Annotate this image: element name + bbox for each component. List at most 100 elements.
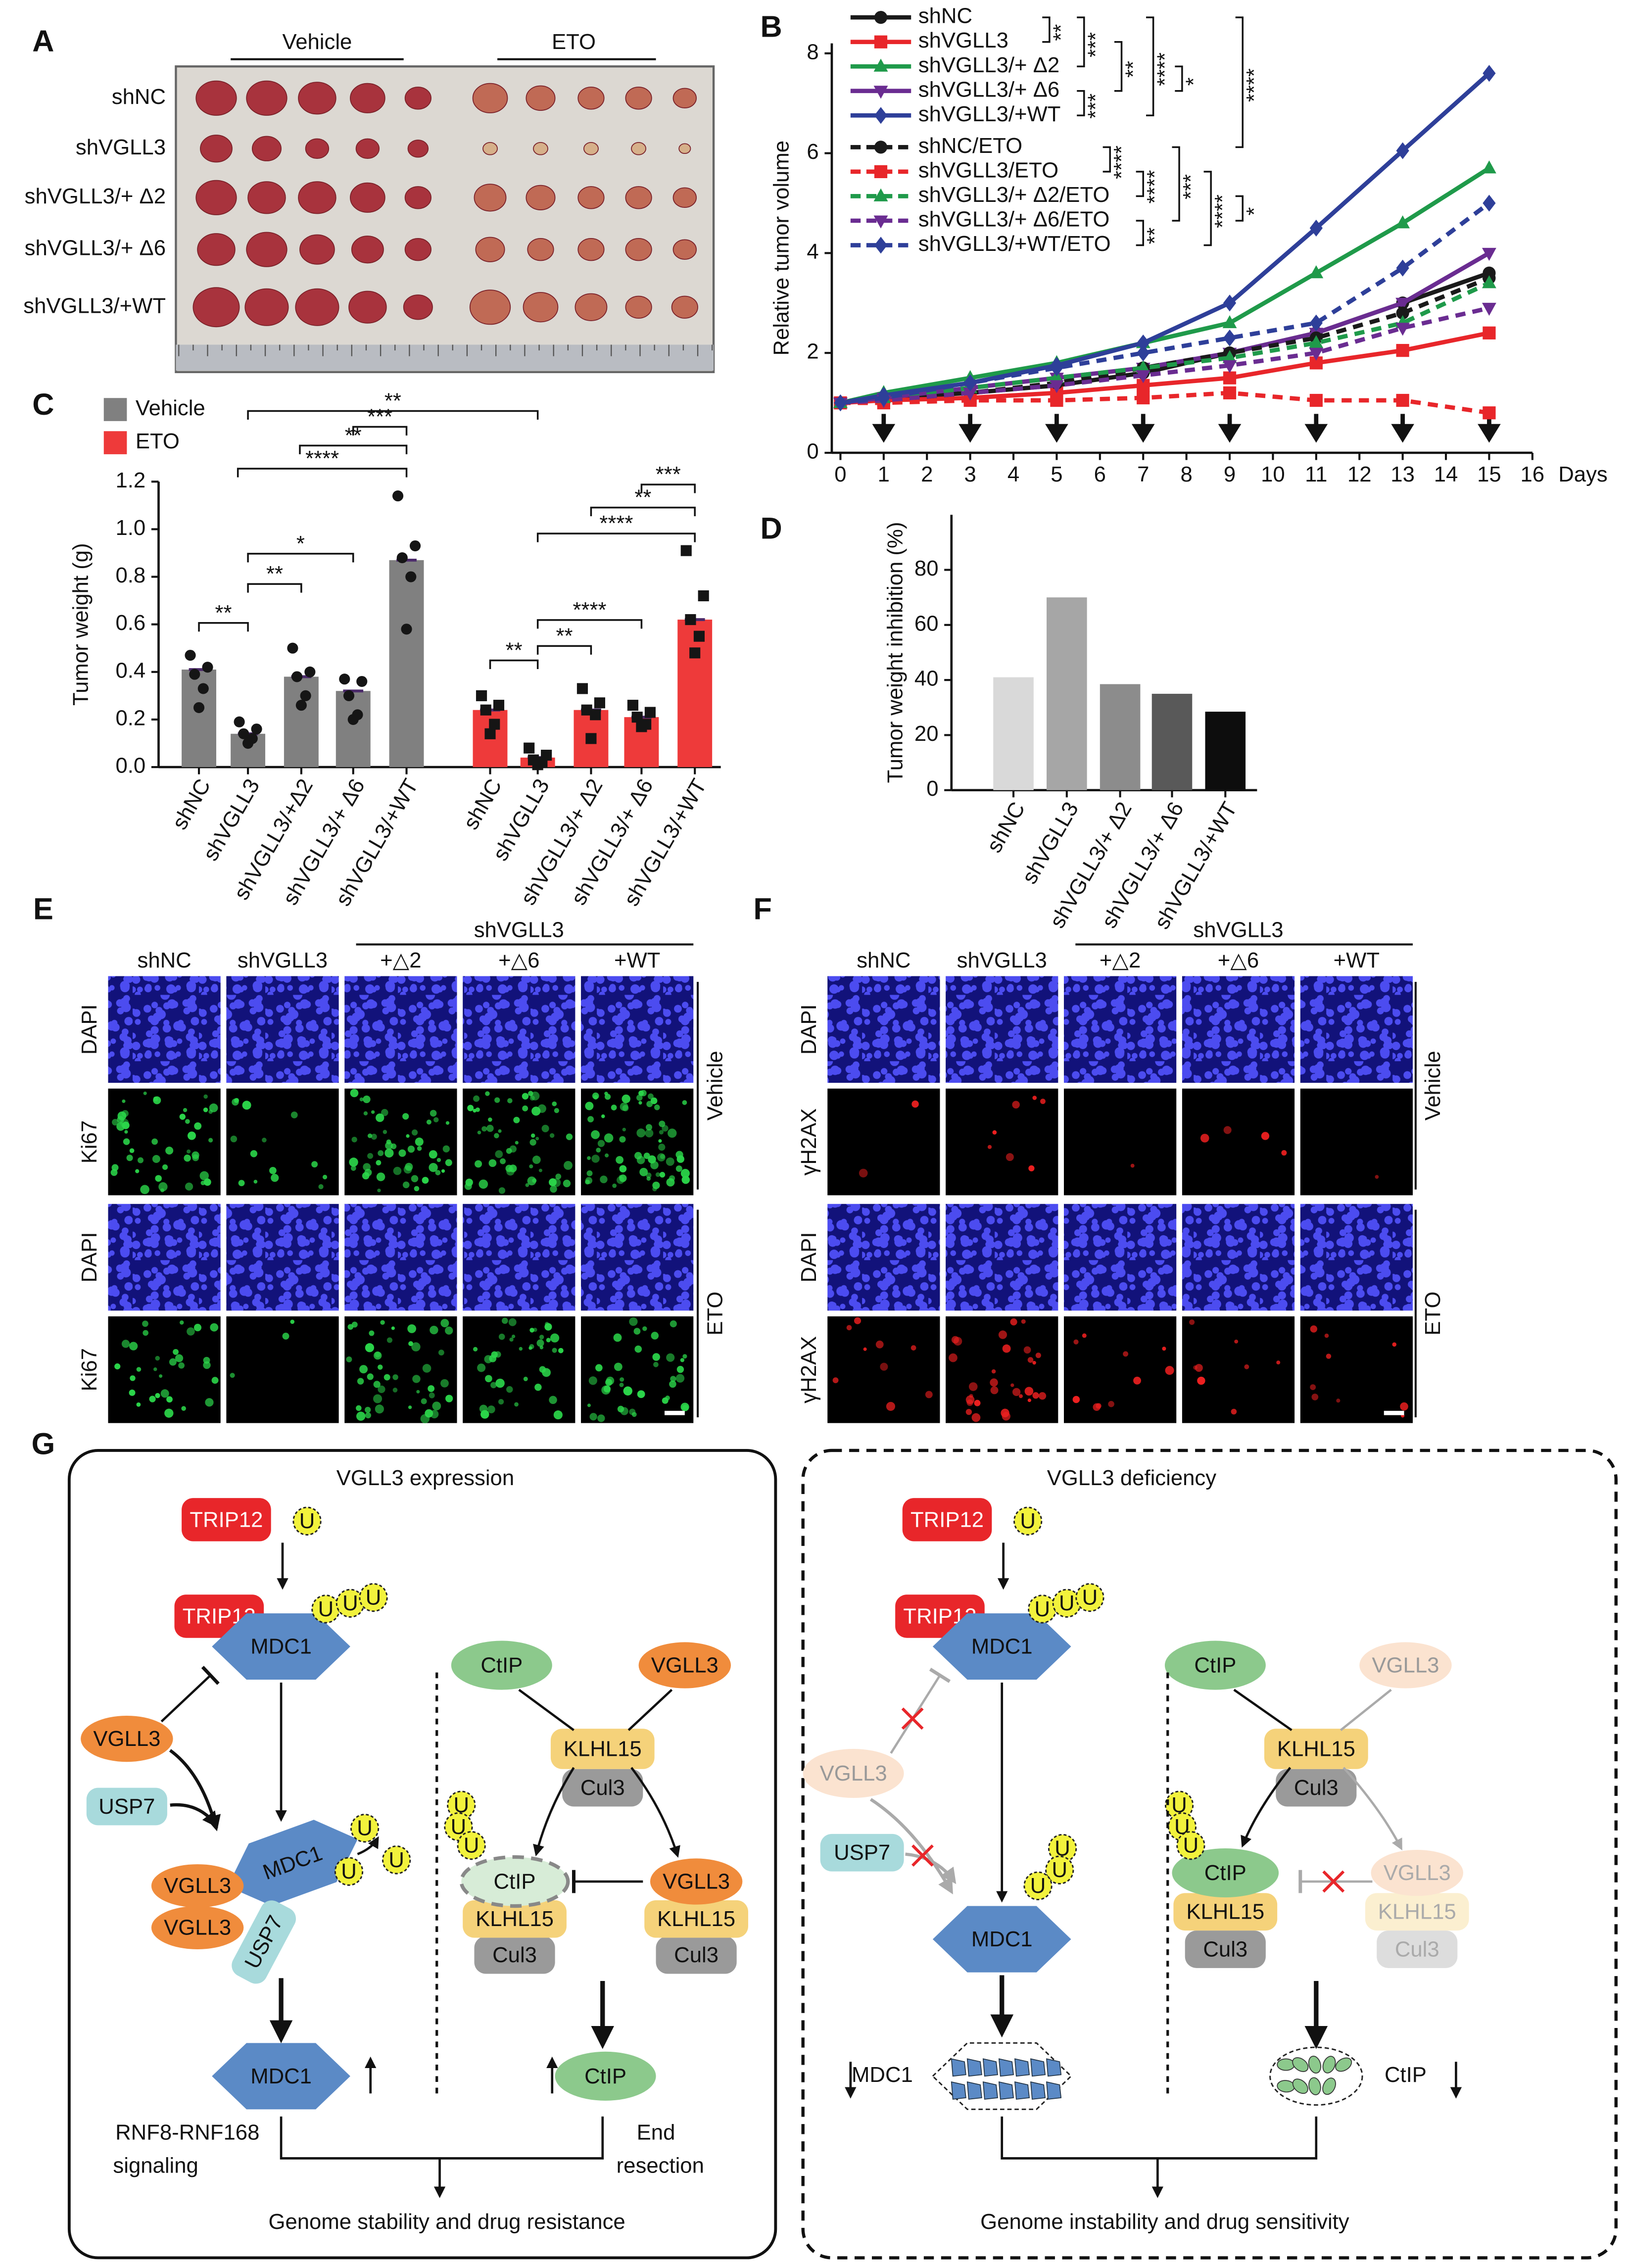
stain-dot bbox=[435, 1170, 441, 1175]
stain-dot bbox=[1311, 1394, 1319, 1400]
stain-dot bbox=[622, 1127, 626, 1132]
mdc1-fragment bbox=[1030, 2081, 1046, 2100]
stain-dot bbox=[498, 1333, 505, 1340]
column-label: +WT bbox=[1334, 948, 1380, 972]
stain-dot bbox=[636, 1094, 643, 1101]
significance-bracket bbox=[1114, 41, 1123, 92]
panel-letter: G bbox=[32, 1427, 55, 1460]
marker bbox=[1050, 380, 1064, 393]
stain-dot bbox=[1123, 1351, 1129, 1357]
stain-dot bbox=[262, 1137, 267, 1143]
stain-dot bbox=[408, 1405, 412, 1409]
stain-dot bbox=[555, 1173, 562, 1180]
diagram-text: Genome instability and drug sensitivity bbox=[980, 2210, 1349, 2234]
ctip-fragment bbox=[1322, 2077, 1336, 2095]
stain-dot bbox=[525, 1183, 529, 1187]
marker bbox=[347, 714, 359, 725]
stain-dot bbox=[511, 1334, 516, 1339]
stain-dot bbox=[587, 1156, 591, 1160]
marker bbox=[585, 733, 597, 744]
stain-dot bbox=[1244, 1364, 1249, 1369]
dapi-image bbox=[226, 976, 339, 1083]
stain-dot bbox=[859, 1168, 868, 1178]
column-label: shVGLL3 bbox=[238, 948, 328, 972]
tumor bbox=[295, 288, 339, 326]
stain-dot bbox=[558, 1348, 564, 1353]
legend-label: shVGLL3/+ Δ6/ETO bbox=[918, 207, 1110, 231]
tumor bbox=[575, 293, 608, 321]
stain-dot bbox=[445, 1395, 453, 1402]
ubiquitin-label: U bbox=[1059, 1591, 1075, 1615]
legend-swatch bbox=[103, 431, 127, 454]
stain-dot bbox=[998, 1330, 1007, 1339]
stain-dot bbox=[481, 1126, 487, 1132]
node-shape bbox=[232, 1900, 296, 1984]
stain-dot bbox=[530, 1133, 535, 1138]
node-shape bbox=[638, 1642, 731, 1689]
stain-dot bbox=[597, 1140, 605, 1147]
ctip-fragment bbox=[1292, 2057, 1309, 2072]
x-axis-label: Days bbox=[1558, 462, 1608, 486]
arrow bbox=[630, 1767, 680, 1858]
mdc1-fragment bbox=[1014, 2058, 1030, 2077]
tumor bbox=[577, 87, 605, 110]
stain-dot bbox=[1375, 1175, 1379, 1179]
mdc1-fragment bbox=[982, 2058, 998, 2077]
node: CtIP bbox=[451, 1641, 552, 1690]
stain-dot bbox=[137, 1157, 144, 1163]
stain-dot bbox=[242, 1101, 251, 1110]
row-label: DAPI bbox=[77, 1232, 101, 1283]
dapi-image bbox=[1182, 976, 1295, 1083]
stain-dot bbox=[619, 1165, 627, 1173]
arrow bbox=[1340, 1689, 1392, 1731]
legend-marker bbox=[873, 215, 888, 229]
stain-dot bbox=[365, 1343, 375, 1352]
marker bbox=[576, 683, 588, 694]
row-label: shVGLL3/+WT bbox=[23, 293, 166, 318]
marker bbox=[963, 387, 978, 401]
stain-dot bbox=[464, 1182, 472, 1190]
marker bbox=[238, 728, 249, 739]
stain-dot bbox=[369, 1330, 375, 1336]
marker bbox=[1483, 326, 1496, 339]
stain-dot bbox=[990, 1386, 999, 1395]
significance-label: **** bbox=[1242, 68, 1266, 102]
column-label: shVGLL3 bbox=[957, 948, 1047, 972]
node-label: MDC1 bbox=[971, 1927, 1033, 1951]
stain-image bbox=[581, 1088, 694, 1196]
stain-dot bbox=[402, 1181, 410, 1189]
stain-dot bbox=[591, 1155, 600, 1163]
node-label: VGLL3 bbox=[1372, 1653, 1439, 1678]
significance-bracket bbox=[247, 553, 354, 563]
condition-label: Vehicle bbox=[1421, 1051, 1445, 1120]
stain-dot bbox=[184, 1155, 191, 1162]
y-tick-label: 0.0 bbox=[116, 754, 146, 778]
arrow bbox=[627, 1689, 673, 1731]
x-tick-label: 14 bbox=[1434, 462, 1458, 486]
marker bbox=[1309, 335, 1324, 348]
marker bbox=[295, 700, 307, 711]
stain-dot bbox=[425, 1409, 433, 1418]
stain-dot bbox=[1021, 1319, 1026, 1324]
stain-dot bbox=[164, 1408, 174, 1418]
stain-image bbox=[1182, 1088, 1295, 1196]
x-tick-label: 9 bbox=[1224, 462, 1236, 486]
stain-dot bbox=[498, 1129, 502, 1133]
stain-dot bbox=[359, 1097, 364, 1102]
stain-dot bbox=[429, 1163, 438, 1172]
y-tick-label: 40 bbox=[914, 667, 939, 691]
node-shape bbox=[1371, 1849, 1463, 1896]
marker bbox=[1050, 370, 1064, 384]
ubiquitin bbox=[292, 1506, 322, 1536]
arrow bbox=[1241, 1767, 1292, 1848]
stain-dot bbox=[652, 1181, 660, 1189]
significance-bracket bbox=[237, 468, 408, 478]
mdc1-fragment bbox=[1014, 2081, 1030, 2100]
ubiquitin-label: U bbox=[1020, 1509, 1036, 1533]
diagram-text: signaling bbox=[113, 2153, 198, 2177]
marker bbox=[1137, 344, 1150, 362]
treatment-arrow bbox=[872, 424, 896, 443]
marker bbox=[409, 540, 421, 552]
node-label: MDC1 bbox=[250, 2064, 312, 2088]
mdc1-fragment bbox=[998, 2081, 1014, 2100]
